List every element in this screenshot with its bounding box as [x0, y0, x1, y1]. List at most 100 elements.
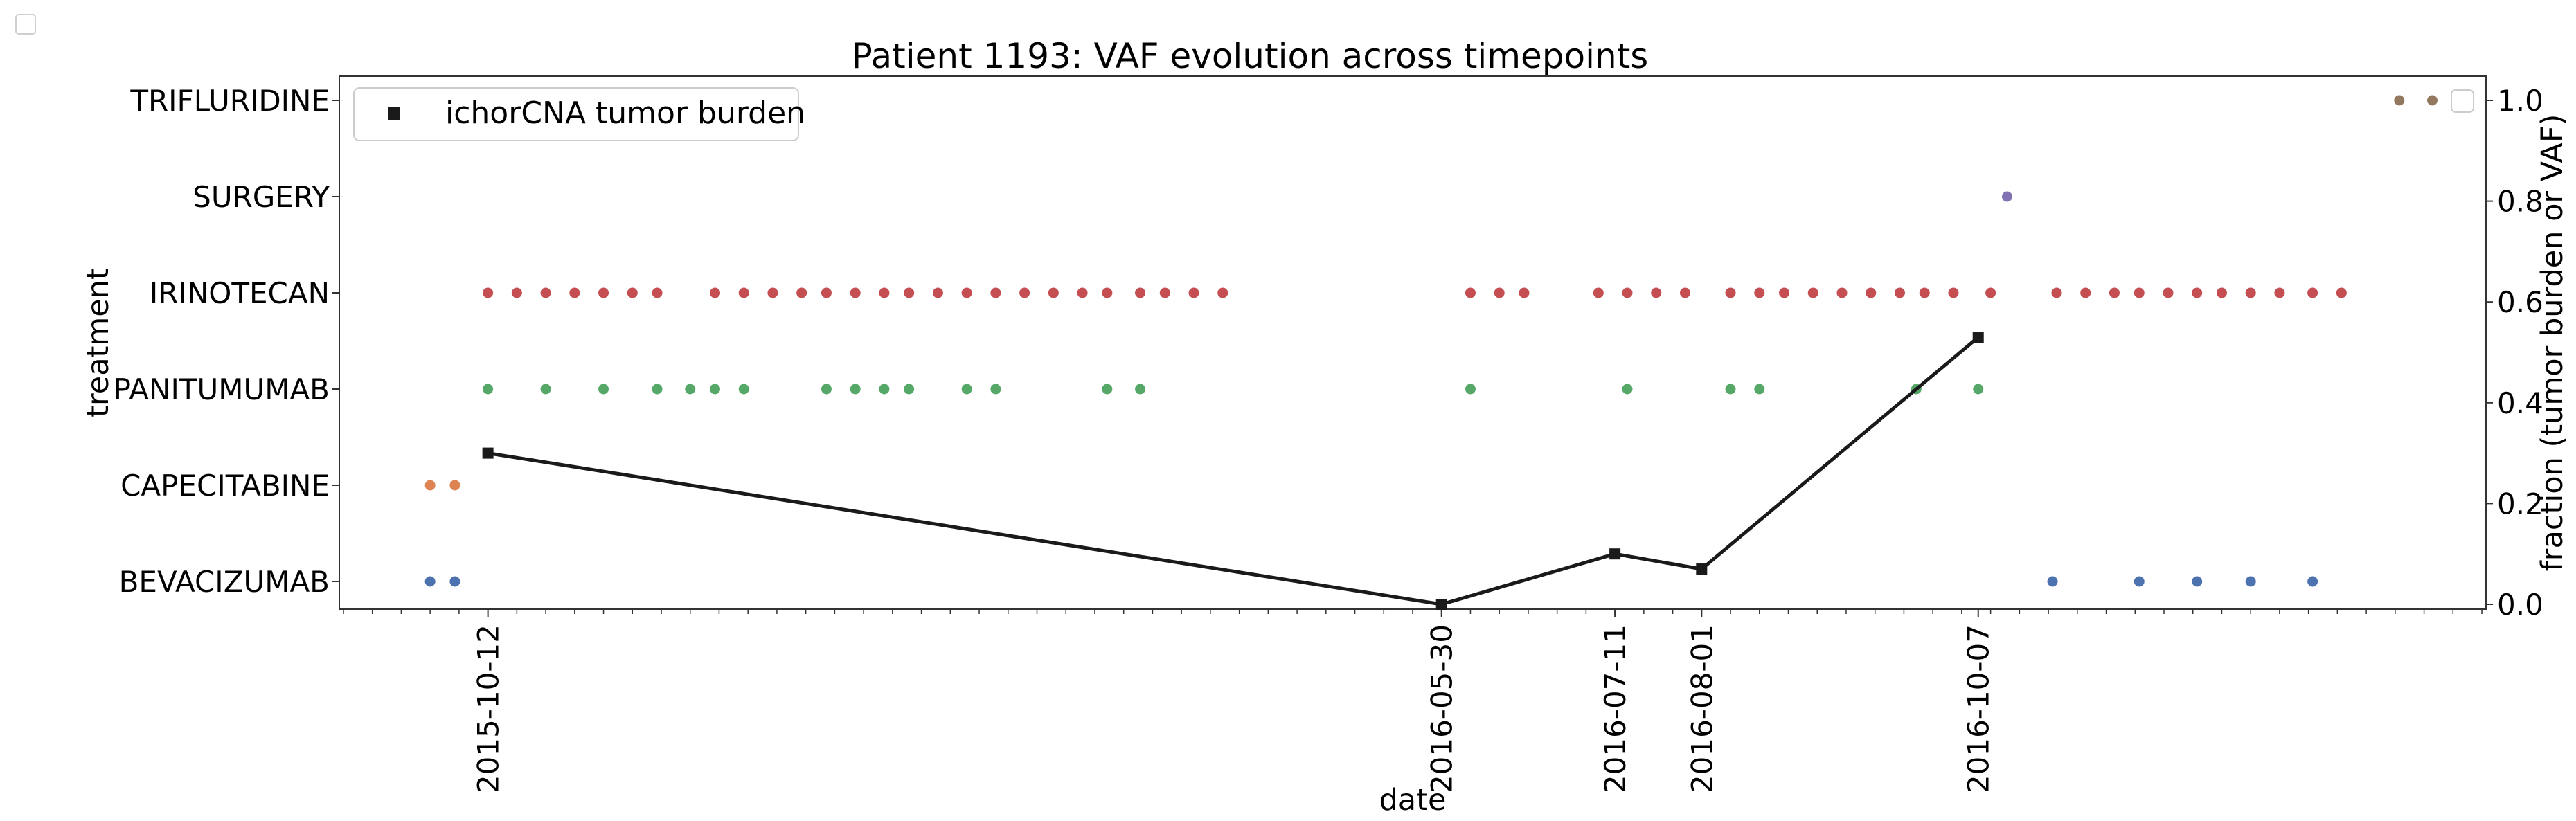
treatment-dot	[1188, 287, 1199, 298]
treatment-dot	[1048, 287, 1059, 298]
plot-area-border	[339, 75, 2487, 610]
treatment-dot	[1651, 287, 1662, 298]
treatment-dot	[1102, 287, 1113, 298]
x-axis: 2015-10-12 2016-05-30 2016-07-11 2016-08-01…	[472, 609, 1996, 793]
treatment-dot	[483, 287, 494, 298]
treatment-dot	[2336, 287, 2347, 298]
treatment-points	[424, 95, 2438, 587]
treatment-dot	[1494, 287, 1505, 298]
treatment-dot	[1135, 384, 1146, 395]
empty-legend-box	[2451, 89, 2474, 113]
treatment-dot	[540, 384, 551, 395]
treatment-dot	[1985, 287, 1996, 298]
treatment-dot	[850, 384, 861, 395]
treatment-dot	[652, 287, 663, 298]
treatment-dot	[796, 287, 807, 298]
treatment-dot	[511, 287, 522, 298]
treatment-dot	[2216, 287, 2227, 298]
plot-frame	[339, 75, 2487, 610]
treatment-dot	[2394, 95, 2405, 106]
treatment-dot	[2047, 576, 2058, 587]
treatment-dot	[1465, 287, 1476, 298]
treatment-dot	[1973, 384, 1984, 395]
x-tick-label: 2016-05-30	[1425, 624, 1459, 793]
treatment-dot	[569, 287, 580, 298]
x-tick-label: 2016-08-01	[1685, 624, 1719, 793]
treatment-dot	[1622, 384, 1633, 395]
y-right-tick-label: 0.2	[2497, 487, 2543, 521]
treatment-dot	[449, 576, 460, 587]
y-left-tick-label: PANITUMUMAB	[114, 372, 330, 406]
y-left-tick-label: SURGERY	[193, 180, 330, 214]
treatment-dot	[1622, 287, 1633, 298]
y-right-tick-label: 0.8	[2497, 185, 2543, 219]
treatment-dot	[1725, 287, 1736, 298]
tumor-burden-point	[1435, 599, 1447, 610]
x-tick-label: 2016-10-07	[1962, 624, 1996, 793]
treatment-dot	[1779, 287, 1790, 298]
treatment-dot	[2274, 287, 2285, 298]
treatment-dot	[990, 287, 1001, 298]
tumor-burden-line	[488, 336, 1980, 606]
treatment-dot	[2080, 287, 2091, 298]
legend-entry-label: ichorCNA tumor burden	[445, 96, 805, 131]
treatment-dot	[483, 384, 494, 395]
treatment-dot	[1919, 287, 1930, 298]
treatment-dot	[1593, 287, 1604, 298]
treatment-dot	[738, 287, 749, 298]
treatment-dot	[879, 287, 890, 298]
legend-box	[353, 87, 799, 141]
treatment-dot	[2134, 576, 2145, 587]
treatment-dot	[1077, 287, 1088, 298]
x-tick-label: 2015-10-12	[472, 624, 506, 793]
y-left-tick-label: CAPECITABINE	[120, 469, 330, 503]
y-left-tick-label: BEVACIZUMAB	[119, 565, 330, 599]
treatment-dot	[598, 384, 609, 395]
treatment-dot	[598, 287, 609, 298]
treatment-dot	[821, 384, 832, 395]
treatment-dot	[904, 287, 915, 298]
treatment-dot	[1866, 287, 1877, 298]
treatment-dot	[1836, 287, 1848, 298]
legend: ichorCNA tumor burden	[353, 87, 805, 141]
y-left-tick-label: TRIFLURIDINE	[129, 84, 330, 118]
treatment-dot	[1102, 384, 1113, 395]
treatment-dot	[2134, 287, 2145, 298]
y-left-tick-label: IRINOTECAN	[150, 276, 330, 310]
treatment-dot	[1159, 287, 1170, 298]
y-right-tick-label: 1.0	[2497, 84, 2543, 118]
treatment-dot	[1135, 287, 1146, 298]
treatment-dot	[1754, 384, 1765, 395]
tumor-burden-point	[1972, 332, 1984, 343]
tumor-burden-point	[1696, 563, 1708, 575]
y-right-tick-label: 0.6	[2497, 285, 2543, 319]
x-minor-ticks	[343, 609, 2483, 614]
treatment-dot	[424, 576, 436, 587]
treatment-dot	[2051, 287, 2062, 298]
treatment-dot	[449, 480, 460, 491]
treatment-dot	[424, 480, 436, 491]
treatment-dot	[1725, 384, 1736, 395]
treatment-dot	[2192, 576, 2203, 587]
treatment-dot	[850, 287, 861, 298]
tumor-burden-series	[482, 332, 1984, 610]
treatment-dot	[1894, 287, 1905, 298]
treatment-dot	[1679, 287, 1690, 298]
treatment-dot	[1807, 287, 1818, 298]
treatment-dot	[540, 287, 551, 298]
treatment-dot	[904, 384, 915, 395]
treatment-dot	[685, 384, 696, 395]
treatment-dot	[2245, 576, 2256, 587]
treatment-dot	[1754, 287, 1765, 298]
treatment-dot	[990, 384, 1001, 395]
treatment-dot	[2109, 287, 2120, 298]
treatment-dot	[1948, 287, 1959, 298]
toolbar-checkbox[interactable]	[15, 14, 36, 35]
tumor-burden-point	[482, 447, 494, 459]
y-right-tick-label: 0.4	[2497, 386, 2543, 420]
treatment-dot	[2307, 287, 2318, 298]
x-tick-label: 2016-07-11	[1598, 624, 1632, 793]
treatment-dot	[710, 384, 720, 395]
treatment-dot	[710, 287, 720, 298]
